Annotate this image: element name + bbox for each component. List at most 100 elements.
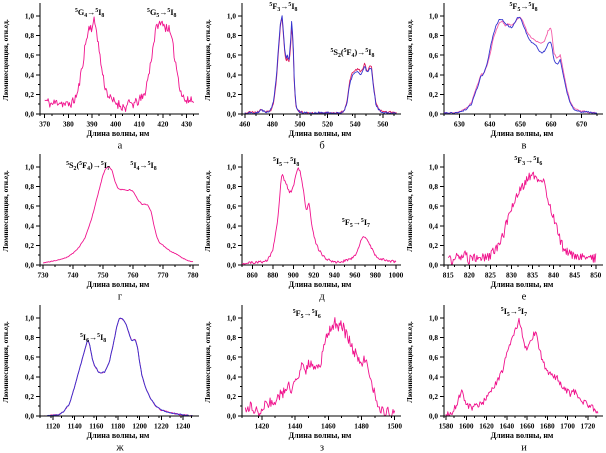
x-tick-label: 1460 [321, 422, 336, 431]
x-tick-label: 1620 [479, 422, 494, 431]
spectrum-red [244, 18, 397, 114]
x-tick-label: 835 [527, 271, 538, 280]
x-tick-label: 850 [590, 271, 601, 280]
transition-annotation: 5I5→5I8 [273, 157, 299, 168]
y-tick-label: 0,2 [25, 241, 34, 250]
x-tick-label: 1720 [581, 422, 596, 431]
panel-letter: в [522, 141, 527, 152]
x-tick-label: 825 [485, 271, 496, 280]
x-tick-label: 1140 [68, 422, 83, 431]
y-axis-label: Люминесценция, отн.ед. [405, 170, 414, 252]
y-tick-label: 0,2 [429, 392, 438, 401]
x-tick-label: 840 [548, 271, 559, 280]
x-tick-label: 370 [39, 120, 50, 129]
x-tick-label: 880 [267, 271, 278, 280]
ticks [440, 166, 597, 269]
y-tick-label: 1,0 [429, 314, 438, 323]
spectrum-panel-i: 1580 1600 1620 1640 1660 1680 1700 1720 0,0 0,2 0,… [404, 302, 606, 453]
curves [444, 16, 598, 114]
chart-v: 630 640 650 660 670 0,0 0,2 0,4 0,6 0,8 1,0 Длина в… [405, 2, 603, 152]
x-axis-label: Длина волны, нм [289, 129, 352, 138]
y-tick-label: 0,6 [227, 353, 236, 362]
y-tick-label: 0,2 [429, 90, 438, 99]
y-tick-label: 0,6 [429, 202, 438, 211]
x-tick-label: 560 [377, 120, 388, 129]
y-tick-label: 0,8 [429, 333, 438, 342]
x-tick-label: 1200 [132, 422, 147, 431]
transition-annotation: 5F5→5I6 [293, 309, 321, 320]
y-tick-label: 0,8 [25, 333, 34, 342]
x-tick-label: 430 [181, 120, 192, 129]
curves [42, 317, 194, 416]
x-axis-label: Длина волны, нм [491, 129, 554, 138]
x-tick-label: 1000 [389, 271, 404, 280]
x-tick-label: 420 [157, 120, 168, 129]
transition-annotation: 5I6→5I8 [80, 333, 106, 344]
spectrum-panel-v: 630 640 650 660 670 0,0 0,2 0,4 0,6 0,8 1,0 Длина в… [404, 0, 606, 151]
y-axis-label: Люминесценция, отн.ед. [203, 321, 212, 403]
spectrum-blue [244, 15, 397, 114]
spectrum-pink [444, 16, 597, 114]
x-tick-label: 920 [308, 271, 319, 280]
y-tick-label: 0,6 [25, 51, 34, 60]
x-tick-label: 1640 [500, 422, 515, 431]
curves [244, 15, 397, 114]
x-tick-label: 1500 [387, 422, 402, 431]
x-tick-label: 1220 [154, 422, 169, 431]
y-tick-label: 0,8 [25, 31, 34, 40]
x-tick-label: 1600 [459, 422, 474, 431]
chart-b: 460 480 500 520 540 560 0,0 0,2 0,4 0,6 0,8 1,0 Длин… [203, 2, 401, 151]
y-tick-label: 0,6 [429, 51, 438, 60]
ticks [238, 317, 396, 420]
x-tick-label: 845 [569, 271, 580, 280]
y-axis-label: Люминесценция, отн.ед. [1, 19, 10, 101]
x-tick-label: 1580 [439, 422, 454, 431]
x-tick-label: 520 [322, 120, 333, 129]
y-tick-label: 0,4 [429, 372, 438, 381]
curves [244, 317, 396, 416]
spectrum-panel-z: 1420 1440 1460 1480 1500 0,0 0,2 0,4 0,6 0,8 1,0 Дл… [202, 302, 404, 453]
y-axis-label: Люминесценция, отн.ед. [405, 19, 414, 101]
x-tick-label: 640 [484, 120, 495, 129]
x-tick-label: 380 [63, 120, 74, 129]
y-tick-label: 0,6 [25, 353, 34, 362]
x-axis-label: Длина волны, нм [491, 431, 554, 440]
panel-letter: и [521, 443, 527, 453]
curves [447, 171, 597, 265]
y-tick-label: 0,0 [25, 261, 34, 270]
transition-annotation: 5I5→5I7 [501, 307, 527, 318]
y-tick-label: 0,6 [227, 202, 236, 211]
y-axis-label: Люминесценция, отн.ед. [405, 321, 414, 403]
axes [241, 154, 401, 266]
y-tick-label: 0,4 [25, 70, 34, 79]
x-tick-label: 500 [295, 120, 306, 129]
y-axis-label: Люминесценция, отн.ед. [203, 19, 212, 101]
spectrum [244, 317, 396, 416]
spectrum-panel-d: 860 880 900 920 940 960 980 1000 0,0 0,2 0,4 0,6 0,8… [202, 151, 404, 302]
axes [39, 3, 199, 115]
curves [44, 16, 194, 112]
ticks [238, 15, 395, 118]
x-tick-label: 630 [454, 120, 465, 129]
x-tick-label: 1180 [111, 422, 126, 431]
y-tick-label: 0,2 [227, 90, 236, 99]
transition-annotation: 5G4→5I8 [75, 8, 104, 19]
y-tick-label: 0,4 [227, 221, 236, 230]
panel-letter: е [522, 292, 527, 303]
y-tick-label: 1,0 [227, 163, 236, 172]
x-tick-label: 860 [247, 271, 258, 280]
x-axis-label: Длина волны, нм [87, 280, 150, 289]
spectrum-blue [46, 317, 193, 416]
x-tick-label: 815 [443, 271, 454, 280]
y-tick-label: 0,4 [25, 221, 34, 230]
x-tick-label: 980 [370, 271, 381, 280]
chart-g: 730 740 750 760 770 780 0,0 0,2 0,4 0,6 0,8 1,0 Длин… [1, 154, 199, 302]
y-tick-label: 1,0 [25, 163, 34, 172]
ticks [238, 166, 397, 269]
y-tick-label: 0,2 [25, 90, 34, 99]
x-tick-label: 780 [188, 271, 199, 280]
y-tick-label: 0,0 [429, 412, 438, 421]
x-tick-label: 960 [349, 271, 360, 280]
spectrum [42, 166, 194, 264]
